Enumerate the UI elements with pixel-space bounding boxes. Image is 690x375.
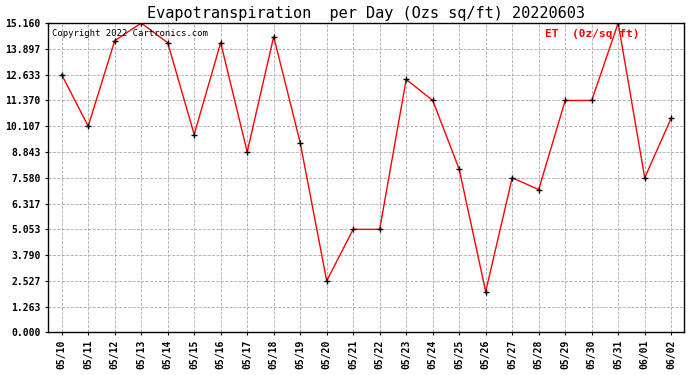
Text: Copyright 2022 Cartronics.com: Copyright 2022 Cartronics.com xyxy=(52,29,208,38)
Text: ET  (0z/sq ft): ET (0z/sq ft) xyxy=(544,29,639,39)
Title: Evapotranspiration  per Day (Ozs sq/ft) 20220603: Evapotranspiration per Day (Ozs sq/ft) 2… xyxy=(148,6,585,21)
